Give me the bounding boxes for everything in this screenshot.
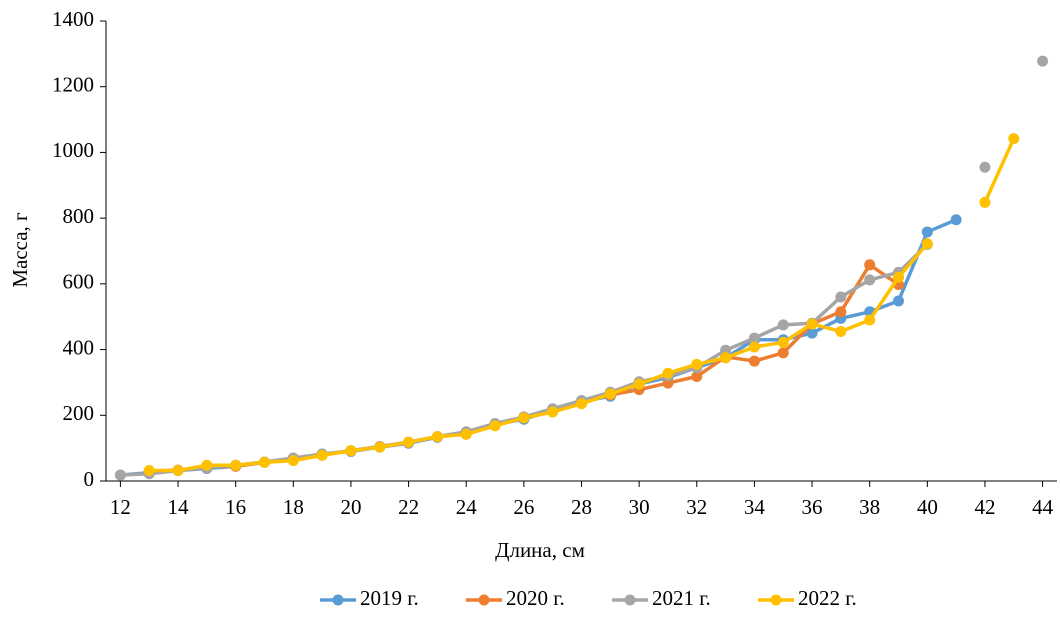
data-point [864,259,876,271]
data-point [316,449,328,461]
data-point [835,326,847,337]
data-point [777,319,789,331]
data-point [893,271,904,283]
x-tick-label: 44 [1032,495,1054,519]
data-point [777,336,789,348]
data-point [518,412,530,424]
y-axis-title: Масса, г [8,212,32,288]
data-point [259,456,270,468]
legend-label: 2022 г. [798,586,857,610]
data-point [777,347,789,359]
x-axis-title: Длина, см [495,538,585,562]
data-point [662,367,674,379]
y-tick-label: 1200 [52,73,94,97]
data-point [979,196,991,208]
data-point [691,371,703,383]
data-point [403,436,415,448]
data-point [979,161,991,173]
data-point [547,406,559,418]
data-point [431,431,443,443]
data-point [806,318,818,330]
x-tick-label: 14 [168,495,190,519]
x-tick-label: 42 [974,495,995,519]
data-point [576,398,587,410]
series-line [120,218,957,477]
x-tick-label: 12 [110,495,131,519]
data-point [374,441,386,453]
data-point [720,352,732,364]
data-point [633,378,645,390]
data-point [893,295,904,307]
legend-label: 2021 г. [652,586,711,610]
data-point [143,464,155,476]
data-point [691,358,703,370]
data-point [921,226,933,238]
y-tick-label: 600 [63,270,95,294]
legend-label: 2020 г. [506,586,565,610]
data-point [287,455,299,467]
x-tick-label: 22 [398,495,419,519]
series-line [149,263,900,473]
legend-marker [624,594,636,606]
data-point [201,459,213,471]
y-tick-label: 1000 [52,138,94,162]
data-point [950,214,962,226]
series-line [149,137,1016,473]
x-tick-label: 30 [629,495,650,519]
data-point [806,327,818,339]
x-tick-label: 20 [340,495,361,519]
data-point [835,306,847,318]
x-tick-label: 38 [859,495,880,519]
x-tick-label: 16 [225,495,246,519]
x-tick-label: 26 [513,495,534,519]
x-tick-label: 24 [456,495,478,519]
y-tick-label: 200 [63,401,95,425]
data-point [114,469,126,481]
legend-marker [770,594,782,606]
data-point [489,420,501,432]
x-tick-label: 32 [686,495,707,519]
data-point [835,291,847,303]
data-point [345,445,357,457]
data-point [748,355,760,367]
legend-marker [478,594,490,606]
data-point [604,388,616,400]
data-point [1037,55,1049,67]
x-tick-label: 28 [571,495,592,519]
y-tick-label: 800 [63,204,95,228]
x-tick-label: 36 [802,495,823,519]
x-tick-label: 40 [917,495,938,519]
data-point [864,274,876,286]
data-point [230,459,242,471]
data-point [1008,133,1020,145]
x-tick-label: 34 [744,495,766,519]
data-point [172,464,184,476]
data-point [921,238,933,250]
data-point [748,332,760,344]
legend-marker [332,594,344,606]
data-point [460,428,472,440]
y-tick-label: 400 [63,335,95,359]
data-point [720,344,732,356]
y-tick-label: 1400 [52,7,94,31]
data-point [748,341,760,353]
legend-label: 2019 г. [360,586,419,610]
data-point [864,314,876,326]
x-tick-label: 18 [283,495,304,519]
y-tick-label: 0 [84,467,95,491]
